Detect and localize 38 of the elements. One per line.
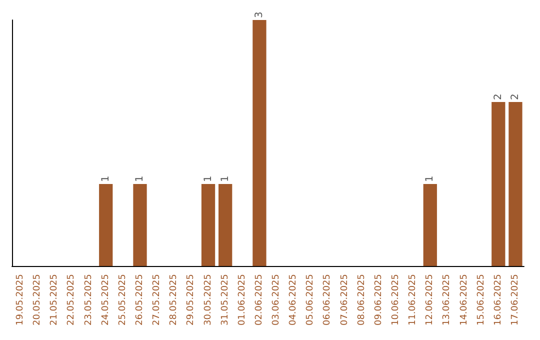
x-tick-label: 30.05.2025 [203,274,214,326]
x-tick-label: 03.06.2025 [272,274,282,326]
x-tick-label: 06.06.2025 [322,274,333,326]
x-tick-label: 25.05.2025 [118,274,128,326]
x-tick-label: 23.05.2025 [84,274,94,326]
x-tick-label: 09.06.2025 [374,274,384,326]
x-tick-label: 07.06.2025 [340,274,350,326]
x-tick-label: 15.06.2025 [476,274,486,326]
data-label: 2 [510,94,521,100]
x-tick-label: 14.06.2025 [459,274,470,326]
x-tick-label: 21.05.2025 [50,274,60,326]
x-tick-label: 13.06.2025 [442,274,452,326]
data-label: 1 [134,176,146,182]
x-tick-label: 20.05.2025 [32,274,43,326]
x-tick-label: 11.06.2025 [408,274,418,326]
x-tick-label: 27.05.2025 [152,274,162,326]
x-tick-label: 10.06.2025 [391,274,401,326]
x-tick-label: 04.06.2025 [288,274,299,326]
x-tick-label: 17.06.2025 [510,274,520,326]
x-tick-label: 24.05.2025 [100,274,111,326]
x-tick-label: 16.06.2025 [493,274,504,326]
data-label: 3 [254,12,265,18]
x-tick-label: 28.05.2025 [169,274,180,326]
data-label: 1 [100,176,112,182]
x-tick-label: 12.06.2025 [425,274,436,326]
x-tick-label: 19.05.2025 [16,274,26,326]
x-tick-label: 29.05.2025 [186,274,196,326]
data-label: 2 [492,94,504,100]
data-label: 1 [220,176,231,182]
x-tick-label: 31.05.2025 [220,274,230,326]
x-tick-label: 26.05.2025 [135,274,145,326]
x-tick-label: 01.06.2025 [237,274,248,326]
x-tick-label: 05.06.2025 [306,274,316,326]
x-tick-label: 22.05.2025 [66,274,77,326]
x-tick-label: 08.06.2025 [356,274,367,326]
data-label: 1 [424,176,436,182]
x-tick-label: 02.06.2025 [254,274,264,326]
data-label: 1 [202,176,214,182]
